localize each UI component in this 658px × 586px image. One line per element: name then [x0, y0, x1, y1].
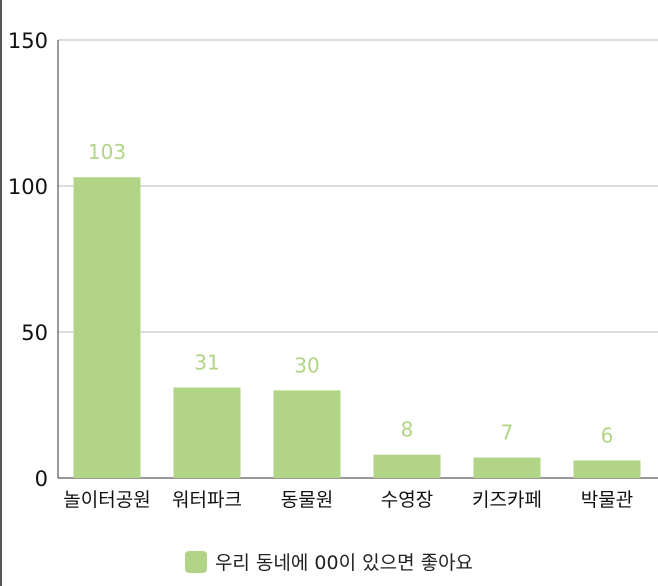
y-tick-label: 150: [8, 29, 48, 53]
y-tick-label: 0: [35, 467, 48, 491]
legend: 우리 동네에 00이 있으면 좋아요: [0, 548, 658, 575]
bar: [473, 457, 541, 478]
bar: [573, 460, 641, 478]
bar: [173, 387, 241, 478]
legend-swatch: [184, 550, 207, 573]
data-label: 31: [194, 350, 219, 374]
x-tick-label: 워터파크: [172, 489, 242, 511]
legend-label: 우리 동네에 00이 있으면 좋아요: [214, 552, 474, 574]
bar: [73, 177, 141, 479]
data-label: 6: [601, 423, 614, 447]
bar: [373, 454, 441, 478]
data-label: 103: [88, 140, 126, 164]
y-tick-label: 100: [8, 175, 48, 199]
x-tick-label: 수영장: [381, 489, 433, 511]
x-tick-label: 박물관: [581, 489, 633, 511]
x-tick-label: 놀이터공원: [63, 489, 150, 511]
data-label: 30: [294, 353, 319, 377]
x-tick-label: 키즈카페: [472, 489, 542, 511]
data-label: 8: [401, 418, 414, 442]
y-tick-label: 50: [21, 321, 48, 345]
bar: [273, 390, 341, 478]
data-label: 7: [501, 421, 514, 445]
left-border: [0, 0, 2, 586]
x-tick-label: 동물원: [281, 489, 333, 511]
bar-chart: 0 50 100 150 103 놀이터공원 31 워터파크 30 동물원 8 수영장 7 키즈카페 6 박물…: [8, 29, 658, 511]
